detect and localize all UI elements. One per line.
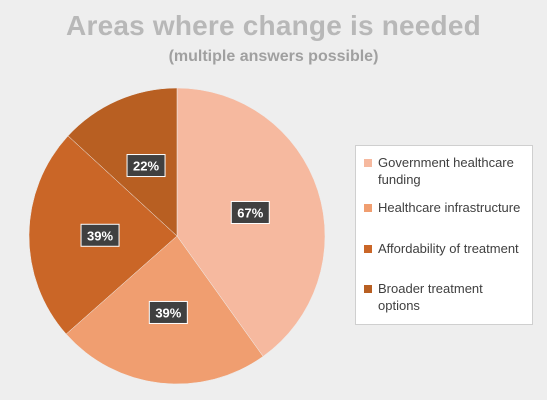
pie-slice-broader-treatment-options xyxy=(67,87,178,237)
legend-item-healthcare-infrastructure: Healthcare infrastructure xyxy=(364,199,526,240)
legend-swatch xyxy=(364,245,372,253)
data-label-box xyxy=(80,223,120,247)
legend-label: Government healthcare funding xyxy=(378,155,514,187)
legend-swatch xyxy=(364,285,372,293)
data-label-box xyxy=(230,200,270,224)
legend-item-affordability-of-treatment: Affordability of treatment xyxy=(364,240,526,280)
chart-title: Areas where change is needed xyxy=(66,10,481,41)
chart-subtitle: (multiple answers possible) xyxy=(168,48,379,65)
legend-item-broader-treatment-options: Broader treatment options xyxy=(364,280,526,314)
data-label: 67% xyxy=(237,205,263,220)
legend-item-government-healthcare-funding: Government healthcare funding xyxy=(364,154,526,199)
legend-label: Healthcare infrastructure xyxy=(378,200,521,215)
data-label: 22% xyxy=(133,159,159,174)
data-label: 39% xyxy=(155,305,181,320)
legend-label: Broader treatment options xyxy=(378,281,483,313)
legend-swatch xyxy=(364,159,372,167)
data-label-box xyxy=(126,154,166,178)
legend-swatch xyxy=(364,204,372,212)
data-label-box xyxy=(148,300,188,324)
legend-label: Affordability of treatment xyxy=(378,241,519,256)
data-label: 39% xyxy=(87,228,113,243)
chart-legend: Government healthcare funding Healthcare… xyxy=(355,145,533,325)
